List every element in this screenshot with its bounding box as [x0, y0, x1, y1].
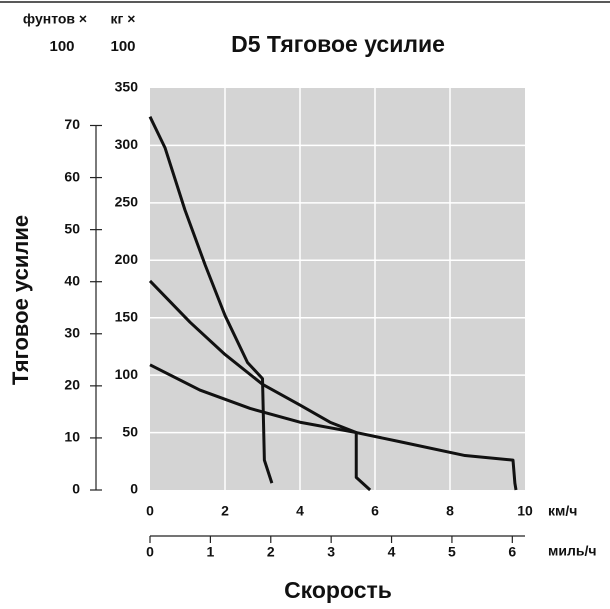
y-tick-label: 350	[115, 79, 139, 95]
y-tick-label: 200	[115, 251, 139, 267]
y2-tick-label: 40	[64, 272, 80, 288]
y2-tick-label: 60	[64, 168, 80, 184]
y-unit: 100	[110, 38, 135, 55]
x-tick-label: 8	[446, 503, 454, 519]
y-tick-label: 150	[115, 308, 139, 324]
x2-tick-label: 3	[327, 544, 335, 560]
x2-unit: миль/ч	[548, 543, 596, 559]
x-axis-label: Скорость	[284, 577, 392, 603]
x2-tick-label: 4	[388, 544, 396, 560]
curve	[149, 363, 518, 491]
y2-tick-label: 50	[64, 220, 80, 236]
chart-title: D5 Тяговое усилие	[231, 31, 445, 57]
x2-tick-label: 2	[267, 544, 275, 560]
x-tick-label: 4	[296, 503, 304, 519]
y2-unit: фунтов ×	[23, 11, 87, 27]
y2-tick-label: 20	[64, 377, 80, 393]
y2-unit: 100	[49, 38, 74, 55]
x-tick-label: 6	[371, 503, 379, 519]
y-unit: кг ×	[111, 11, 136, 27]
y-axis-label: Тяговое усилие	[8, 215, 33, 385]
x2-tick-label: 0	[146, 544, 154, 560]
x-tick-label: 2	[221, 503, 229, 519]
curve	[148, 279, 372, 492]
x2-tick-label: 5	[448, 544, 456, 560]
x2-tick-label: 1	[206, 544, 214, 560]
y2-tick-label: 30	[64, 324, 80, 340]
plot-area	[150, 88, 525, 490]
y2-tick-label: 10	[64, 429, 80, 445]
y2-tick-label: 0	[72, 481, 80, 497]
y-tick-label: 0	[130, 481, 138, 497]
y-tick-label: 300	[115, 136, 139, 152]
y2-tick-label: 70	[64, 116, 80, 132]
y-tick-label: 100	[115, 366, 139, 382]
y-tick-label: 50	[122, 423, 138, 439]
x2-tick-label: 6	[508, 544, 516, 560]
x-tick-label: 10	[517, 503, 533, 519]
x-tick-label: 0	[146, 503, 154, 519]
curve	[148, 116, 274, 484]
y-tick-label: 250	[115, 194, 139, 210]
x-unit: км/ч	[548, 503, 577, 519]
